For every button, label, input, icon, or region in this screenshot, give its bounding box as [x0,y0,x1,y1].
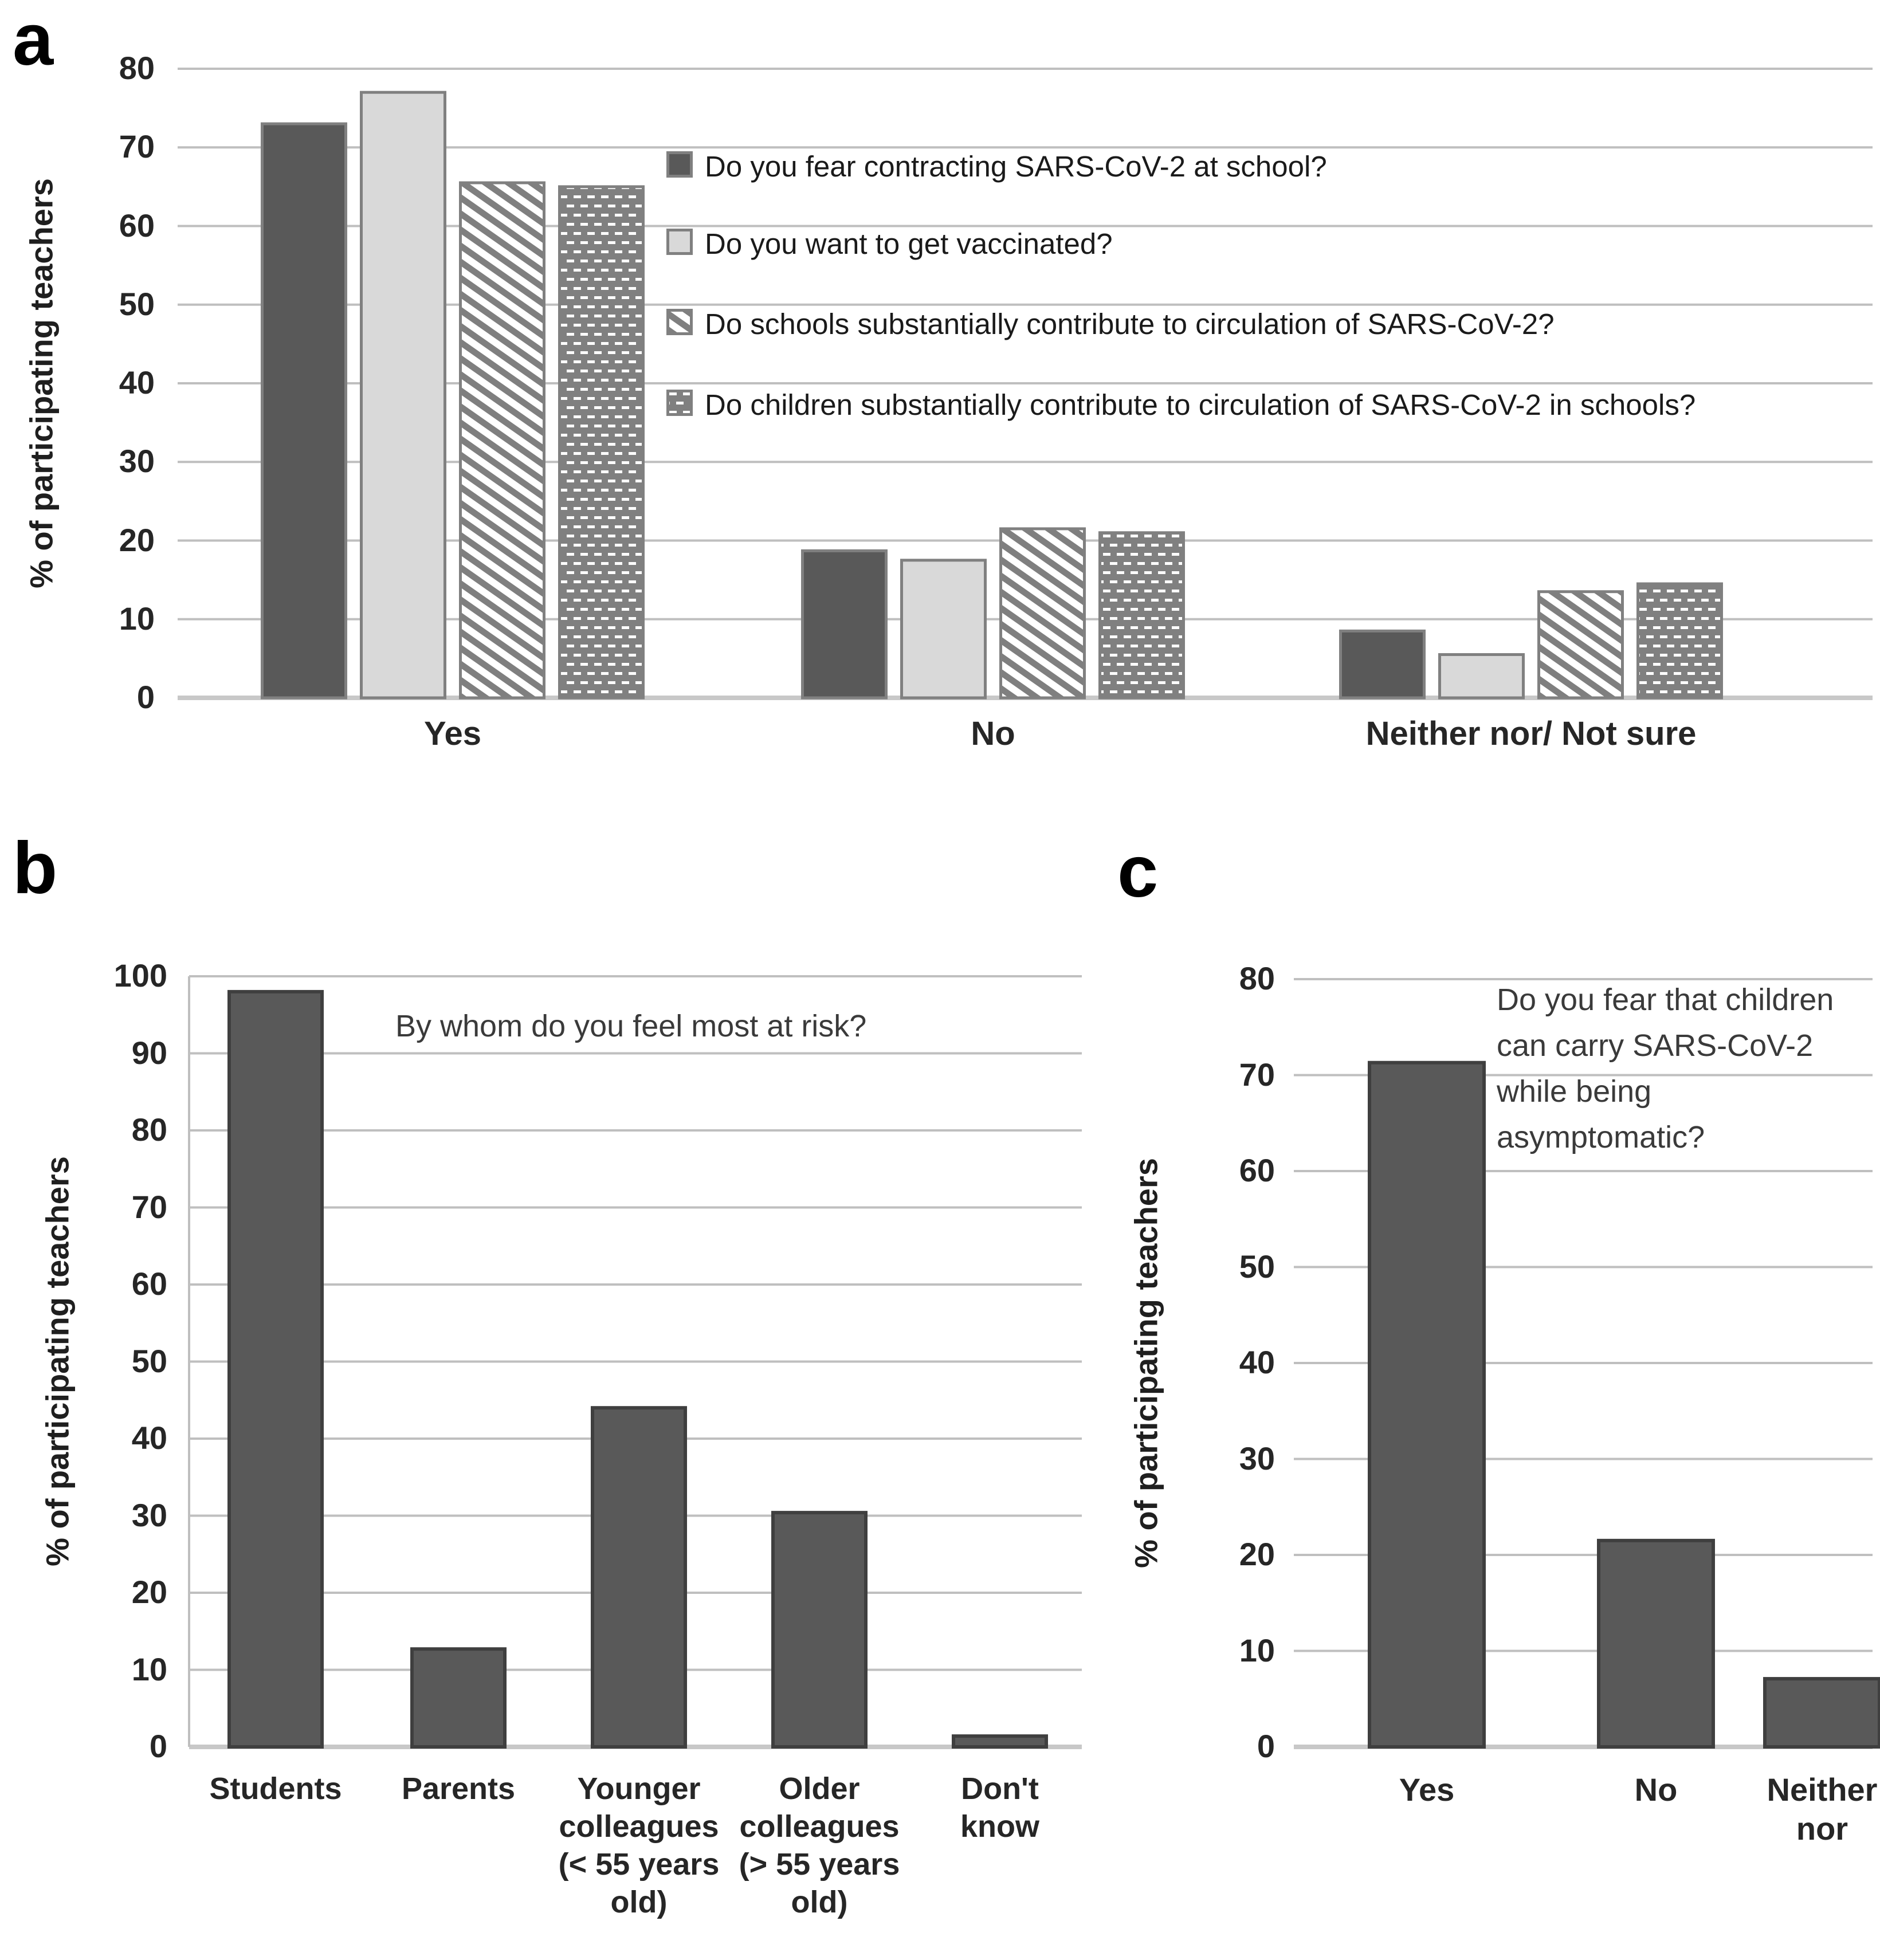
chart-b-y-tick-label: 90 [131,1034,167,1071]
legend-item: Do children substantially contribute to … [666,386,1847,421]
chart-b-y-tick-label: 40 [131,1420,167,1456]
legend-swatch-solid-dark [666,151,693,178]
chart-b-y-tick-label: 0 [149,1728,167,1764]
chart-a-bar [360,91,446,700]
chart-c-x-category-label: Yes [1399,1772,1455,1808]
chart-a-bar [999,527,1086,700]
chart-b-x-category-label: Students [209,1772,342,1806]
chart-b-bar [952,1734,1048,1749]
chart-c-bar [1763,1677,1880,1749]
chart-a-y-tick-label: 40 [119,364,155,400]
chart-c-y-tick-label: 50 [1239,1248,1275,1285]
chart-b-bar [227,989,324,1749]
legend-swatch-solid-light [666,229,693,255]
chart-a-bar [1537,590,1624,700]
chart-a-y-tick-label: 80 [119,50,155,86]
chart-a-y-tick-label: 60 [119,207,155,243]
chart-c-x-category-label: Neither nor [1767,1772,1878,1847]
chart-a-bar [1636,582,1723,700]
chart-b-y-tick-label: 80 [131,1111,167,1148]
chart-a-bar [1339,629,1426,700]
legend-swatch-rect [666,229,693,255]
chart-c-bar [1368,1060,1486,1749]
chart-b-bar [771,1511,868,1749]
chart-a-x-category-label: Neither nor/ Not sure [1365,715,1697,752]
chart-a-bar [1438,653,1525,700]
chart-a-y-tick-label: 0 [136,679,155,715]
chart-b-y-tick-label: 100 [113,957,167,993]
chart-c-annotation: Do you fear that children can carry SARS… [1497,983,1834,1154]
chart-a-x-category-label: No [971,715,1015,752]
chart-a-bar [1098,531,1185,700]
chart-c-y-tick-label: 0 [1257,1728,1275,1764]
chart-b-y-tick-label: 30 [131,1496,167,1533]
chart-a-bar [900,559,987,700]
chart-b-x-category-label: Don't know [960,1772,1039,1844]
chart-a-y-tick-label: 50 [119,285,155,322]
chart-b-x-category-label: Younger colleagues (< 55 years old) [558,1772,720,1919]
chart-c-y-tick-label: 40 [1239,1344,1275,1380]
chart-a-bar [801,549,888,700]
chart-b-bar [591,1406,687,1749]
legend-label: Do schools substantially contribute to c… [705,308,1555,340]
legend-swatch-rect [666,309,693,335]
chart-c-y-tick-label: 10 [1239,1632,1275,1668]
legend-item: Do schools substantially contribute to c… [666,305,1847,340]
panel-a-letter: a [13,0,54,81]
legend-swatch-dashed-grid [666,390,693,416]
chart-b-y-tick-label: 20 [131,1574,167,1610]
chart-b-y-tick-label: 70 [131,1188,167,1225]
chart-a-y-tick-label: 20 [119,521,155,558]
chart-b-bar [410,1647,507,1749]
legend-swatch-diagonal-stripe [666,309,693,335]
legend-label: Do you fear contracting SARS-CoV-2 at sc… [705,150,1327,183]
chart-b-x-category-label: Parents [401,1772,516,1806]
panel-c-letter: c [1117,831,1159,913]
chart-b-y-tick-label: 10 [131,1651,167,1687]
chart-c-y-tick-label: 70 [1239,1056,1275,1093]
legend-label: Do children substantially contribute to … [705,388,1696,421]
chart-c-bar [1597,1538,1715,1749]
chart-a-x-category-label: Yes [424,715,481,752]
chart-a-y-tick-label: 10 [119,600,155,637]
legend-swatch-rect [666,151,693,178]
panel-b-letter: b [13,827,58,909]
chart-c-x-category-label: No [1634,1772,1678,1808]
chart-a-bar [261,122,347,700]
chart-a-bar [558,185,645,700]
chart-a-y-tick-label: 30 [119,443,155,480]
chart-c-y-tick-label: 80 [1239,960,1275,996]
chart-b-x-category-label: Older colleagues (> 55 years old) [739,1772,900,1919]
chart-a-y-tick-label: 70 [119,128,155,165]
chart-c-y-tick-label: 20 [1239,1536,1275,1572]
chart-c-y-tick-label: 60 [1239,1152,1275,1188]
chart-b-y-tick-label: 50 [131,1342,167,1379]
legend-label: Do you want to get vaccinated? [705,227,1113,260]
legend-swatch-rect [666,390,693,416]
chart-a-bar [459,181,545,700]
legend-item: Do you fear contracting SARS-CoV-2 at sc… [666,147,1847,183]
chart-c-y-tick-label: 30 [1239,1440,1275,1476]
legend-item: Do you want to get vaccinated? [666,225,1847,260]
chart-b-y-tick-label: 60 [131,1266,167,1302]
chart-b-annotation: By whom do you feel most at risk? [395,1009,867,1043]
